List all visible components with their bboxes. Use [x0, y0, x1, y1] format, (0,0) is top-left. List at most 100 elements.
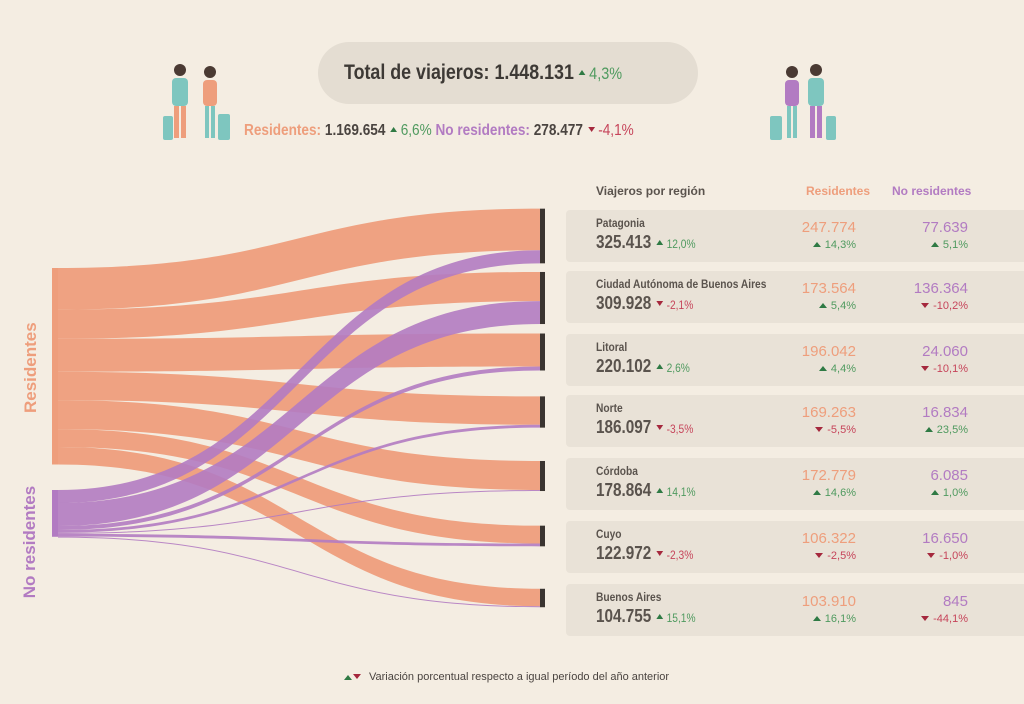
down-triangle-icon: [921, 302, 930, 308]
value-text: -1,0%: [939, 550, 968, 562]
value-text: 23,5%: [936, 424, 968, 436]
travelers-illustration-left: [163, 64, 230, 140]
value-text: 16,1%: [824, 613, 856, 625]
region-name: Buenos Aires: [596, 590, 662, 604]
region-total-change: -2,3%: [666, 548, 694, 562]
nonresidents-label: No residentes:: [435, 122, 530, 139]
region-nonresidents-change: -10,2%: [888, 300, 968, 312]
region-nonresidents: 16.834: [922, 404, 968, 421]
region-node-bar: [540, 460, 545, 492]
region-residents: 103.910: [801, 593, 856, 610]
region-row: Norte 186.097 -3,5% 169.263 -5,5% 16.834 …: [566, 395, 1024, 447]
down-triangle-icon: [921, 365, 930, 371]
residents-flow: [58, 400, 540, 491]
up-triangle-icon: [812, 489, 821, 495]
region-name: Patagonia: [596, 216, 645, 230]
region-total: 122.972 -2,3%: [596, 543, 693, 564]
region-residents: 247.774: [801, 219, 856, 236]
region-residents: 106.322: [801, 530, 856, 547]
region-node-bar: [540, 271, 545, 325]
value-text: 325.413: [596, 232, 652, 252]
region-nonresidents: 16.650: [922, 530, 968, 547]
value-text: 220.102: [596, 356, 652, 376]
region-residents-change: 14,6%: [776, 487, 856, 499]
travelers-illustration-right: [770, 64, 836, 140]
region-row: Cuyo 122.972 -2,3% 106.322 -2,5% 16.650 -…: [566, 521, 1024, 573]
region-row: Ciudad Autónoma de Buenos Aires 309.928-…: [566, 271, 1024, 323]
region-residents-change: -2,5%: [776, 550, 856, 562]
value-text: 14,3%: [824, 239, 856, 251]
residents-flow: [58, 333, 540, 372]
nonresidents-source-node: [52, 490, 58, 537]
header-region: Viajeros por región: [596, 184, 706, 198]
up-triangle-icon: [924, 426, 933, 432]
region-nonresidents-change: -10,1%: [888, 363, 968, 375]
region-name: Ciudad Autónoma de Buenos Aires: [596, 277, 767, 291]
residents-summary: Residentes: 1.169.654 6,6% No residentes:…: [244, 122, 703, 140]
up-triangle-icon: [579, 69, 587, 75]
region-row: Buenos Aires 104.755 15,1% 103.910 16,1% …: [566, 584, 1024, 636]
value-text: 186.097: [596, 417, 652, 437]
nonresidents-flow: [58, 536, 540, 608]
up-triangle-icon: [812, 241, 821, 247]
region-nonresidents-change: -44,1%: [888, 613, 968, 625]
down-triangle-icon: [353, 673, 361, 679]
up-triangle-icon: [656, 487, 664, 493]
region-residents-change: 4,4%: [776, 363, 856, 375]
nonresidents-flow: [58, 490, 540, 534]
nonresidents-change: -4,1%: [598, 122, 634, 139]
up-triangle-icon: [344, 674, 352, 680]
region-total-change: 15,1%: [666, 611, 696, 625]
region-total: 309.928 -2,1%: [596, 293, 693, 314]
value-text: -10,1%: [933, 363, 968, 375]
region-total-change: 2,6%: [666, 361, 690, 375]
region-residents: 173.564: [801, 280, 856, 297]
nonresidents-axis-label: No residentes: [20, 485, 39, 599]
down-triangle-icon: [921, 615, 930, 621]
region-row: Litoral 220.102 2,6% 196.042 4,4% 24.060 …: [566, 334, 1024, 386]
nonresidents-flow: [58, 301, 540, 526]
residents-axis-label: Residentes: [21, 322, 40, 413]
value-text: 5,4%: [830, 300, 856, 312]
down-triangle-icon: [656, 300, 664, 306]
region-name: Norte: [596, 401, 623, 415]
residents-label: Residentes:: [244, 122, 322, 139]
down-triangle-icon: [815, 426, 824, 432]
up-triangle-icon: [656, 239, 664, 245]
region-total-change: 12,0%: [666, 237, 696, 251]
value-text: -2,5%: [827, 550, 856, 562]
region-total: 325.413 12,0%: [596, 232, 696, 253]
region-node-bar: [540, 208, 545, 264]
region-nonresidents: 136.364: [913, 280, 968, 297]
region-node-bar: [540, 333, 545, 371]
region-nonresidents-change: 1,0%: [888, 487, 968, 499]
residents-flow: [58, 208, 540, 310]
nonresidents-value: 278.477: [533, 122, 583, 139]
up-triangle-icon: [930, 489, 939, 495]
down-triangle-icon: [656, 550, 664, 556]
down-triangle-icon: [927, 552, 936, 558]
value-text: 1,0%: [942, 487, 968, 499]
region-total: 220.102 2,6%: [596, 356, 690, 377]
region-row: Córdoba 178.864 14,1% 172.779 14,6% 6.085…: [566, 458, 1024, 510]
nonresidents-flow: [58, 533, 540, 547]
header-residents: Residentes: [806, 184, 871, 198]
down-triangle-icon: [587, 127, 595, 133]
nonresidents-flow: [58, 366, 540, 530]
value-text: -44,1%: [933, 613, 968, 625]
region-total: 186.097 -3,5%: [596, 417, 693, 438]
region-residents-change: 16,1%: [776, 613, 856, 625]
up-triangle-icon: [818, 302, 827, 308]
footer-text: Variación porcentual respecto a igual pe…: [369, 671, 670, 683]
value-text: 104.755: [596, 606, 652, 626]
value-text: -10,2%: [933, 300, 968, 312]
down-triangle-icon: [656, 424, 664, 430]
region-residents: 169.263: [801, 404, 856, 421]
region-nonresidents-change: -1,0%: [888, 550, 968, 562]
region-residents-change: -5,5%: [776, 424, 856, 436]
region-nonresidents: 77.639: [922, 219, 968, 236]
up-triangle-icon: [818, 365, 827, 371]
region-nonresidents-change: 23,5%: [888, 424, 968, 436]
residents-flow: [58, 447, 540, 607]
